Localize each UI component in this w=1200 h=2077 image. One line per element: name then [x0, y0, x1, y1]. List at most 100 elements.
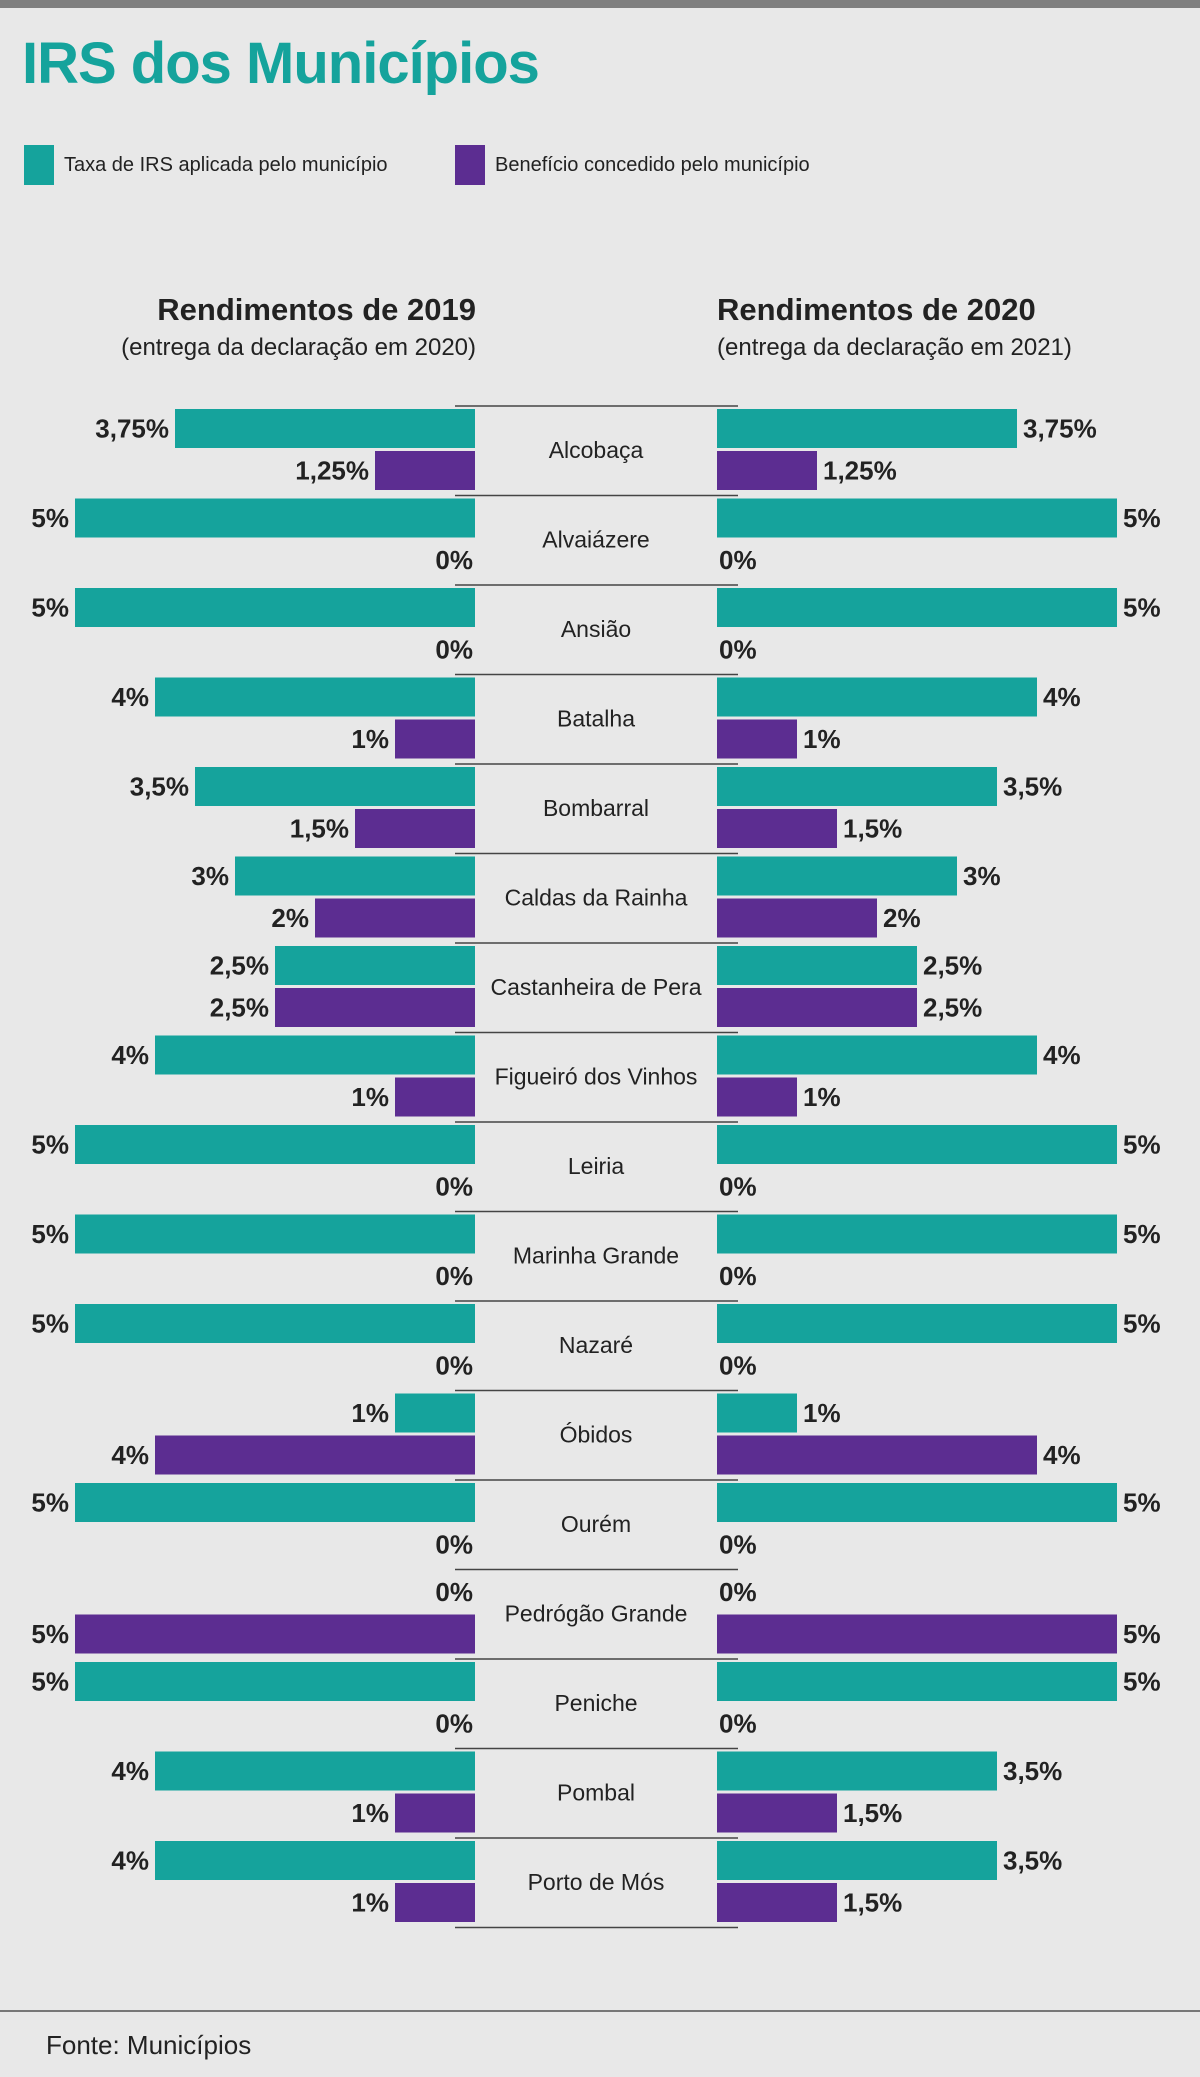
category-label: Pombal — [557, 1780, 635, 1806]
bar-taxa-left-2019 — [75, 498, 475, 538]
value-label-beneficio-right-2020: 0% — [719, 1709, 757, 1739]
bar-taxa-left-2019 — [75, 1125, 475, 1164]
value-label-beneficio-left-2019: 0% — [435, 1530, 473, 1560]
value-label-beneficio-left-2019: 0% — [435, 635, 473, 665]
bar-taxa-right-2020 — [717, 767, 997, 806]
bar-taxa-right-2020 — [717, 1751, 997, 1791]
value-label-taxa-left-2019: 4% — [111, 1846, 149, 1876]
bar-taxa-right-2020 — [717, 409, 1017, 448]
right-column-title: Rendimentos de 2020 — [717, 292, 1036, 327]
value-label-beneficio-left-2019: 0% — [435, 1261, 473, 1291]
bar-beneficio-right-2020 — [717, 1883, 837, 1922]
value-label-taxa-right-2020: 1% — [803, 1398, 841, 1428]
value-label-beneficio-left-2019: 1% — [351, 1798, 389, 1828]
bar-beneficio-right-2020 — [717, 1793, 837, 1833]
bar-taxa-left-2019 — [155, 1751, 475, 1791]
value-label-taxa-right-2020: 4% — [1043, 682, 1081, 712]
bar-taxa-right-2020 — [717, 498, 1117, 538]
left-column-subtitle: (entrega da declaração em 2020) — [121, 334, 476, 361]
value-label-beneficio-left-2019: 1,25% — [295, 456, 369, 486]
right-column-subtitle: (entrega da declaração em 2021) — [717, 334, 1072, 361]
bar-taxa-left-2019 — [175, 409, 475, 448]
bar-taxa-right-2020 — [717, 677, 1037, 717]
value-label-beneficio-right-2020: 1,5% — [843, 1888, 902, 1918]
bar-beneficio-left-2019 — [395, 1793, 475, 1833]
value-label-beneficio-right-2020: 2,5% — [923, 993, 982, 1023]
value-label-beneficio-left-2019: 1,5% — [290, 814, 349, 844]
value-label-beneficio-right-2020: 2% — [883, 903, 921, 933]
category-label: Figueiró dos Vinhos — [495, 1064, 698, 1090]
bar-taxa-left-2019 — [235, 856, 475, 896]
bar-beneficio-right-2020 — [717, 451, 817, 490]
bar-taxa-right-2020 — [717, 1035, 1037, 1075]
value-label-taxa-left-2019: 0% — [435, 1577, 473, 1607]
value-label-beneficio-right-2020: 0% — [719, 635, 757, 665]
value-label-taxa-right-2020: 3% — [963, 861, 1001, 891]
bar-beneficio-left-2019 — [315, 898, 475, 938]
top-rule — [0, 0, 1200, 8]
bar-taxa-left-2019 — [75, 1662, 475, 1701]
value-label-taxa-right-2020: 5% — [1123, 1488, 1161, 1518]
legend-item-taxa: Taxa de IRS aplicada pelo município — [24, 145, 388, 185]
bar-taxa-right-2020 — [717, 856, 957, 896]
bar-taxa-left-2019 — [75, 588, 475, 627]
bar-taxa-left-2019 — [155, 677, 475, 717]
category-label: Alcobaça — [549, 437, 644, 463]
value-label-beneficio-left-2019: 2,5% — [210, 993, 269, 1023]
bar-taxa-right-2020 — [717, 1841, 997, 1880]
category-label: Porto de Mós — [528, 1869, 665, 1895]
value-label-taxa-left-2019: 1% — [351, 1398, 389, 1428]
value-label-beneficio-right-2020: 5% — [1123, 1619, 1161, 1649]
value-label-taxa-right-2020: 5% — [1123, 593, 1161, 623]
legend-label-taxa: Taxa de IRS aplicada pelo município — [64, 153, 388, 176]
source-note: Fonte: Municípios — [46, 2030, 252, 2060]
bar-taxa-right-2020 — [717, 1483, 1117, 1522]
value-label-taxa-left-2019: 5% — [31, 1667, 69, 1697]
legend-swatch-beneficio — [455, 145, 485, 185]
value-label-beneficio-right-2020: 0% — [719, 1261, 757, 1291]
left-column-title: Rendimentos de 2019 — [157, 292, 476, 327]
legend-swatch-taxa — [24, 145, 54, 185]
bar-beneficio-right-2020 — [717, 1614, 1117, 1654]
value-label-beneficio-right-2020: 0% — [719, 545, 757, 575]
category-label: Batalha — [557, 706, 635, 732]
bar-taxa-right-2020 — [717, 946, 917, 985]
value-label-beneficio-left-2019: 1% — [351, 1888, 389, 1918]
bar-beneficio-right-2020 — [717, 719, 797, 759]
value-label-beneficio-right-2020: 0% — [719, 1530, 757, 1560]
value-label-beneficio-right-2020: 1% — [803, 1082, 841, 1112]
value-label-taxa-right-2020: 5% — [1123, 1309, 1161, 1339]
category-label: Ourém — [561, 1511, 631, 1537]
value-label-taxa-left-2019: 3,75% — [95, 414, 169, 444]
bar-taxa-right-2020 — [717, 1304, 1117, 1343]
value-label-taxa-right-2020: 3,5% — [1003, 1846, 1062, 1876]
right-column-header: Rendimentos de 2020 (entrega da declaraç… — [717, 292, 1200, 362]
value-label-beneficio-left-2019: 1% — [351, 1082, 389, 1112]
bar-taxa-left-2019 — [75, 1304, 475, 1343]
category-label: Óbidos — [560, 1422, 633, 1448]
bar-beneficio-left-2019 — [355, 809, 475, 848]
value-label-beneficio-right-2020: 0% — [719, 1172, 757, 1202]
left-column-header: Rendimentos de 2019 (entrega da declaraç… — [0, 292, 476, 362]
category-label: Caldas da Rainha — [505, 885, 688, 911]
value-label-beneficio-right-2020: 4% — [1043, 1440, 1081, 1470]
bar-taxa-left-2019 — [75, 1483, 475, 1522]
value-label-taxa-right-2020: 5% — [1123, 1219, 1161, 1249]
value-label-taxa-left-2019: 5% — [31, 1309, 69, 1339]
bar-beneficio-left-2019 — [155, 1435, 475, 1475]
bar-beneficio-right-2020 — [717, 1435, 1037, 1475]
bar-beneficio-left-2019 — [395, 1883, 475, 1922]
bar-beneficio-left-2019 — [395, 719, 475, 759]
bar-taxa-left-2019 — [155, 1841, 475, 1880]
bar-beneficio-left-2019 — [275, 988, 475, 1027]
bar-taxa-left-2019 — [155, 1035, 475, 1075]
bar-taxa-left-2019 — [195, 767, 475, 806]
bar-beneficio-left-2019 — [395, 1077, 475, 1117]
value-label-taxa-left-2019: 5% — [31, 503, 69, 533]
bar-taxa-right-2020 — [717, 1214, 1117, 1254]
value-label-taxa-left-2019: 4% — [111, 1040, 149, 1070]
value-label-taxa-left-2019: 5% — [31, 593, 69, 623]
value-label-beneficio-left-2019: 4% — [111, 1440, 149, 1470]
value-label-beneficio-right-2020: 1,5% — [843, 814, 902, 844]
bar-taxa-right-2020 — [717, 1125, 1117, 1164]
